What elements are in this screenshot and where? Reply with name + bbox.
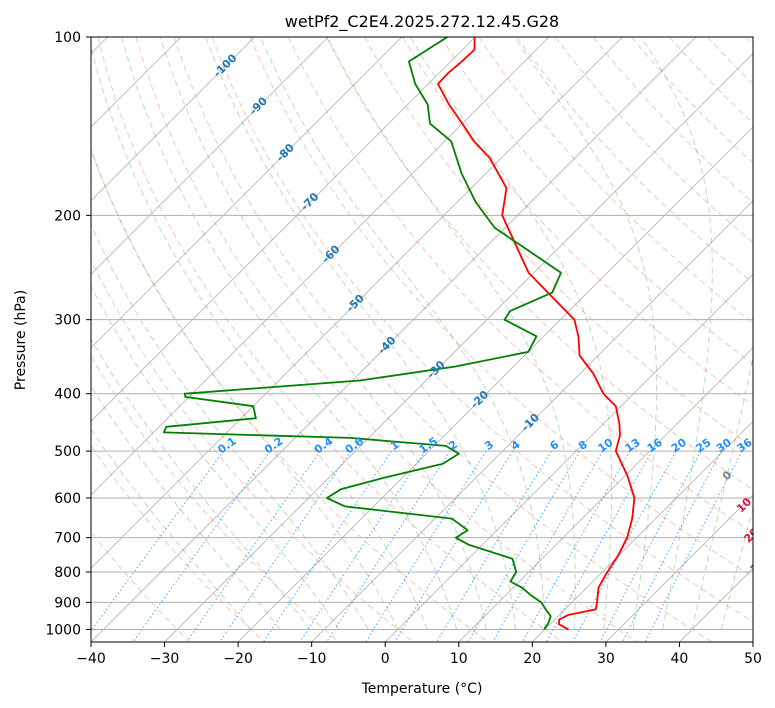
y-tick-label: 900 <box>54 595 81 611</box>
isotherm-line <box>91 37 329 275</box>
y-axis-ticks: 100 200 300 400 500 600 700 800 900 1000 <box>45 30 91 638</box>
y-axis-label: Pressure (hPa) <box>13 290 29 390</box>
isotherm-line <box>311 200 753 642</box>
mixing-ratio-line <box>622 450 722 642</box>
moist-adiabat-line <box>514 37 658 630</box>
mixing-ratio-line <box>467 450 581 642</box>
mixing-ratio-line <box>599 450 702 642</box>
dry-adiabat-line <box>97 37 563 642</box>
mixing-ratio-line <box>492 450 604 642</box>
x-tick-label: 30 <box>597 651 615 667</box>
x-tick-label: 40 <box>671 651 689 667</box>
isotherm-line <box>237 126 753 642</box>
isotherm-line <box>605 494 753 642</box>
x-tick-label: −30 <box>150 651 180 667</box>
y-tick-label: 600 <box>54 491 81 507</box>
y-tick-label: 800 <box>54 565 81 581</box>
y-tick-label: 1000 <box>45 622 81 638</box>
isotherm-line <box>532 420 753 642</box>
dry-adiabat-line <box>592 37 753 204</box>
isotherm-line <box>164 52 753 642</box>
y-tick-label: 200 <box>54 208 81 224</box>
x-tick-label: 50 <box>744 651 762 667</box>
dry-adiabat-line <box>554 37 753 244</box>
moist-adiabat-line <box>91 45 428 630</box>
mixing-ratio-line <box>522 450 631 642</box>
temperature-line <box>437 37 636 631</box>
dry-adiabat-line <box>402 37 753 407</box>
moist-adiabat-label: 10 <box>734 495 754 515</box>
isotherm-line <box>91 37 255 202</box>
plot-frame <box>90 36 754 643</box>
chart-title: wetPf2_C2E4.2025.272.12.45.G28 <box>285 12 559 32</box>
isotherm-line <box>91 37 403 349</box>
mixing-ratio-line <box>394 450 514 642</box>
moist-adiabat-line <box>691 355 753 630</box>
y-tick-label: 500 <box>54 444 81 460</box>
moist-adiabat-label: 30 <box>748 556 768 576</box>
x-tick-label: 0 <box>381 651 390 667</box>
mixing-ratio-line <box>186 450 321 642</box>
moist-adiabat-line <box>91 147 399 630</box>
moist-adiabat-label: 20 <box>741 525 761 545</box>
moist-adiabat-line <box>91 223 369 630</box>
mixing-ratio-line <box>436 450 552 642</box>
pressure-gridlines <box>91 37 753 630</box>
profile-lines <box>162 37 636 631</box>
dry-adiabat-line <box>135 37 638 642</box>
y-tick-label: 100 <box>54 30 81 46</box>
x-axis-label: Temperature (°C) <box>361 681 483 697</box>
x-tick-label: −40 <box>76 651 106 667</box>
moist-adiabat-line <box>121 37 458 630</box>
isotherm-line <box>458 347 753 642</box>
dry-adiabat-line <box>211 37 753 623</box>
moist-adiabat-line <box>640 37 713 630</box>
isotherm-line <box>384 273 753 642</box>
background-lines <box>91 37 753 642</box>
isotherm-line <box>91 37 697 642</box>
dry-adiabat-line <box>440 37 753 365</box>
dry-adiabat-line <box>91 148 489 642</box>
moist-adiabat-line <box>159 37 487 630</box>
dry-adiabat-line <box>91 355 340 642</box>
mixing-ratio-line <box>365 450 487 642</box>
mixing-ratio-line <box>546 450 653 642</box>
dry-adiabat-line <box>249 37 753 578</box>
moist-adiabat-line <box>720 506 753 630</box>
x-tick-label: −20 <box>223 651 253 667</box>
y-tick-label: 700 <box>54 531 81 547</box>
x-tick-label: 20 <box>523 651 541 667</box>
dry-adiabat-line <box>326 37 753 491</box>
dry-adiabat-line <box>287 37 753 534</box>
x-tick-label: −10 <box>297 651 327 667</box>
moist-adiabat-line <box>205 37 516 630</box>
dry-adiabat-line <box>91 445 265 642</box>
dry-adiabat-line <box>91 258 414 642</box>
y-tick-label: 300 <box>54 313 81 329</box>
y-tick-label: 400 <box>54 387 81 403</box>
moist-adiabat-line <box>326 37 576 630</box>
plot-area: -100-90-80-70-60-50-40-30-20-100.1 0.2 0.4… <box>45 30 768 667</box>
isotherm-line <box>91 37 623 570</box>
dry-adiabat-line <box>173 37 713 642</box>
mixing-ratio-line <box>132 450 271 642</box>
isotherm-line <box>91 37 476 422</box>
x-tick-label: 10 <box>450 651 468 667</box>
dry-adiabat-line <box>364 37 753 449</box>
mixing-ratio-label: 36 <box>735 436 755 456</box>
x-axis-ticks: −40 −30 −20 −10 0 10 20 30 40 50 <box>76 642 762 667</box>
mixing-ratio-line <box>219 450 352 642</box>
dewpoint-line <box>162 37 562 630</box>
